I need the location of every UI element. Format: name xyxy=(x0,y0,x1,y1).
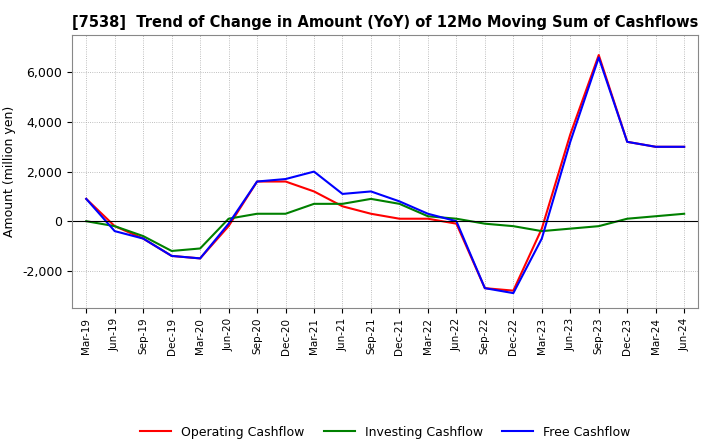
Free Cashflow xyxy=(167,253,176,259)
Investing Cashflow xyxy=(452,216,461,221)
Free Cashflow xyxy=(395,199,404,204)
Free Cashflow xyxy=(82,196,91,202)
Operating Cashflow xyxy=(509,288,518,293)
Investing Cashflow xyxy=(566,226,575,231)
Operating Cashflow xyxy=(338,204,347,209)
Operating Cashflow xyxy=(395,216,404,221)
Free Cashflow xyxy=(680,144,688,150)
Investing Cashflow xyxy=(395,201,404,206)
Free Cashflow xyxy=(310,169,318,174)
Operating Cashflow xyxy=(110,224,119,229)
Operating Cashflow xyxy=(566,132,575,137)
Free Cashflow xyxy=(452,219,461,224)
Operating Cashflow xyxy=(680,144,688,150)
Y-axis label: Amount (million yen): Amount (million yen) xyxy=(4,106,17,237)
Operating Cashflow xyxy=(423,216,432,221)
Investing Cashflow xyxy=(366,196,375,202)
Investing Cashflow xyxy=(167,248,176,253)
Investing Cashflow xyxy=(595,224,603,229)
Free Cashflow xyxy=(423,211,432,216)
Investing Cashflow xyxy=(652,213,660,219)
Line: Investing Cashflow: Investing Cashflow xyxy=(86,199,684,251)
Free Cashflow xyxy=(366,189,375,194)
Investing Cashflow xyxy=(196,246,204,251)
Free Cashflow xyxy=(623,139,631,144)
Investing Cashflow xyxy=(480,221,489,226)
Free Cashflow xyxy=(225,221,233,226)
Free Cashflow xyxy=(282,176,290,182)
Free Cashflow xyxy=(652,144,660,150)
Free Cashflow xyxy=(595,55,603,60)
Operating Cashflow xyxy=(452,221,461,226)
Operating Cashflow xyxy=(282,179,290,184)
Investing Cashflow xyxy=(139,234,148,239)
Investing Cashflow xyxy=(225,216,233,221)
Free Cashflow xyxy=(338,191,347,197)
Title: [7538]  Trend of Change in Amount (YoY) of 12Mo Moving Sum of Cashflows: [7538] Trend of Change in Amount (YoY) o… xyxy=(72,15,698,30)
Free Cashflow xyxy=(566,139,575,144)
Operating Cashflow xyxy=(652,144,660,150)
Investing Cashflow xyxy=(537,228,546,234)
Operating Cashflow xyxy=(310,189,318,194)
Investing Cashflow xyxy=(623,216,631,221)
Legend: Operating Cashflow, Investing Cashflow, Free Cashflow: Operating Cashflow, Investing Cashflow, … xyxy=(135,421,635,440)
Operating Cashflow xyxy=(225,224,233,229)
Investing Cashflow xyxy=(82,219,91,224)
Investing Cashflow xyxy=(310,201,318,206)
Investing Cashflow xyxy=(509,224,518,229)
Free Cashflow xyxy=(196,256,204,261)
Operating Cashflow xyxy=(595,52,603,58)
Free Cashflow xyxy=(110,228,119,234)
Operating Cashflow xyxy=(196,256,204,261)
Investing Cashflow xyxy=(110,224,119,229)
Investing Cashflow xyxy=(680,211,688,216)
Investing Cashflow xyxy=(253,211,261,216)
Free Cashflow xyxy=(139,236,148,241)
Investing Cashflow xyxy=(338,201,347,206)
Free Cashflow xyxy=(480,286,489,291)
Operating Cashflow xyxy=(366,211,375,216)
Free Cashflow xyxy=(537,236,546,241)
Investing Cashflow xyxy=(423,213,432,219)
Investing Cashflow xyxy=(282,211,290,216)
Operating Cashflow xyxy=(623,139,631,144)
Line: Free Cashflow: Free Cashflow xyxy=(86,58,684,293)
Operating Cashflow xyxy=(82,196,91,202)
Operating Cashflow xyxy=(167,253,176,259)
Operating Cashflow xyxy=(139,236,148,241)
Free Cashflow xyxy=(509,290,518,296)
Free Cashflow xyxy=(253,179,261,184)
Operating Cashflow xyxy=(537,226,546,231)
Operating Cashflow xyxy=(253,179,261,184)
Line: Operating Cashflow: Operating Cashflow xyxy=(86,55,684,291)
Operating Cashflow xyxy=(480,286,489,291)
